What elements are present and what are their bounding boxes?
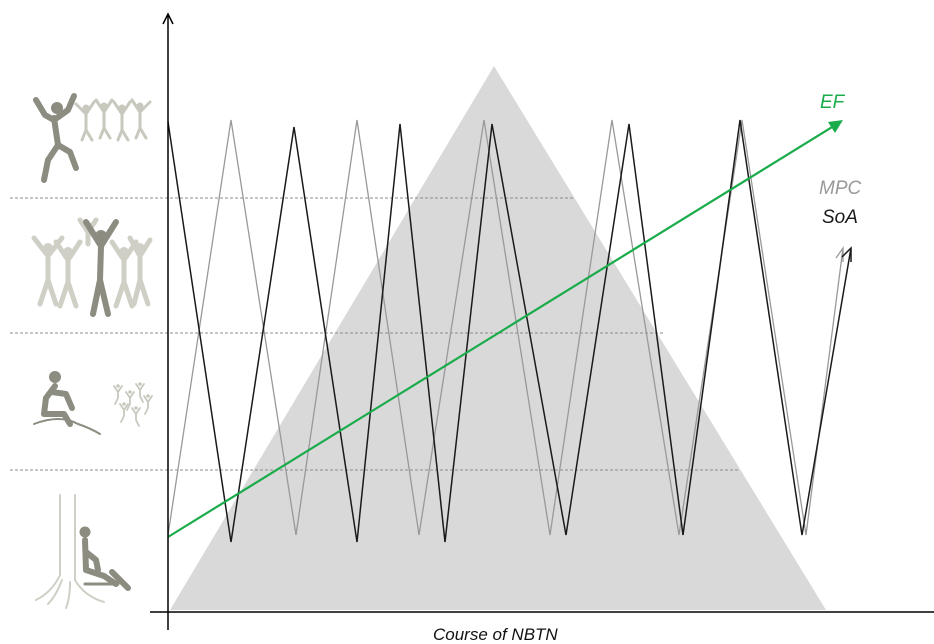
mpc-arrowhead bbox=[835, 245, 844, 262]
x-axis-label: Course of NBTN bbox=[433, 625, 558, 644]
jumping-people-icon bbox=[33, 93, 152, 183]
ef-line bbox=[167, 123, 838, 538]
mpc-label: MPC bbox=[819, 178, 862, 199]
dancing-group-icon bbox=[31, 217, 153, 317]
y-axis-arrowhead bbox=[162, 12, 174, 25]
soa-arrowhead bbox=[841, 246, 852, 262]
ef-label: EF bbox=[820, 92, 846, 113]
level-separators bbox=[10, 197, 740, 471]
soa-line bbox=[167, 119, 852, 543]
background-triangle bbox=[170, 66, 826, 610]
ef-arrowhead bbox=[828, 120, 843, 133]
soa-label: SoA bbox=[822, 207, 858, 228]
person-sitting-at-tree-icon bbox=[35, 494, 131, 609]
sitting-person-icon bbox=[33, 371, 153, 435]
